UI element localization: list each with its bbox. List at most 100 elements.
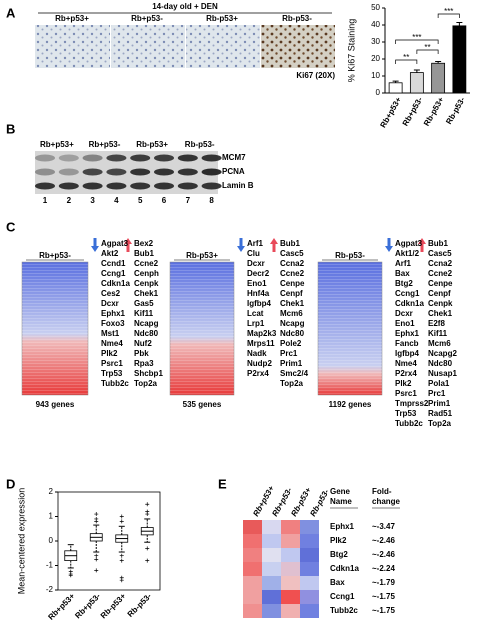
heatmap-cell xyxy=(300,548,319,562)
y-tick-label: 10 xyxy=(371,71,380,80)
up-gene: Gas5 xyxy=(134,299,154,308)
up-gene: Ncapg xyxy=(134,319,159,328)
y-tick-label: -1 xyxy=(46,561,54,570)
heatmap-title: Rb-p53- xyxy=(335,251,365,260)
flier xyxy=(119,519,124,524)
heatmap-cell xyxy=(262,562,281,576)
heatmap-cell xyxy=(243,604,262,618)
blot-band xyxy=(82,182,103,190)
heatmap-cell xyxy=(262,576,281,590)
up-gene: Mcm6 xyxy=(280,309,303,318)
down-gene: Lrp1 xyxy=(247,319,265,328)
heatmap-cell xyxy=(243,562,262,576)
panel-label: B xyxy=(6,121,15,136)
down-gene: Decr2 xyxy=(247,269,270,278)
lane-label: 8 xyxy=(209,196,214,205)
flier xyxy=(94,557,99,562)
up-gene: Cenpe xyxy=(280,279,305,288)
down-gene: Fancb xyxy=(395,339,419,348)
up-gene: Cenpk xyxy=(134,279,159,288)
blot-band xyxy=(35,168,55,176)
blot-band xyxy=(201,168,222,176)
up-gene: Cenpf xyxy=(428,289,451,298)
error-bar xyxy=(392,80,399,83)
heatmap-title: Rb+p53- xyxy=(39,251,71,260)
band-label: PCNA xyxy=(222,167,245,176)
flier xyxy=(94,553,99,558)
heatmap-texture xyxy=(318,262,382,395)
fold-change: ~-2.46 xyxy=(372,550,395,559)
down-gene: Lcat xyxy=(247,309,264,318)
y-tick-label: 20 xyxy=(371,54,380,63)
significance-label: *** xyxy=(412,33,421,42)
up-gene: Cenph xyxy=(134,269,159,278)
lane-label: 5 xyxy=(138,196,143,205)
up-gene: Rpa3 xyxy=(134,359,154,368)
down-gene: Igfbp4 xyxy=(395,349,420,358)
blot-band xyxy=(58,168,79,176)
down-gene: Bax xyxy=(395,269,410,278)
down-gene: Akt2 xyxy=(101,249,119,258)
up-gene: Kif11 xyxy=(428,329,448,338)
gene-count: 943 genes xyxy=(36,400,75,409)
heatmap-texture xyxy=(170,262,234,395)
column-header: change xyxy=(372,497,401,506)
down-gene: Agpat3 xyxy=(101,239,129,248)
band-label: Lamin B xyxy=(222,181,254,190)
y-tick-label: 2 xyxy=(49,487,54,496)
x-tick-label: Rb-p53- xyxy=(444,95,467,126)
up-gene: Chek1 xyxy=(280,299,305,308)
significance-bracket xyxy=(437,13,460,18)
down-gene: Btg2 xyxy=(395,279,413,288)
column-header: Fold- xyxy=(372,487,392,496)
up-gene: Ncapg2 xyxy=(428,349,457,358)
panel-label: A xyxy=(6,5,16,20)
up-gene: Mcm6 xyxy=(428,339,451,348)
up-gene: Cenpk xyxy=(428,299,453,308)
up-gene: Bub1 xyxy=(134,249,155,258)
lane-label: 6 xyxy=(162,196,167,205)
heatmap-texture xyxy=(22,262,88,395)
gene-count: 535 genes xyxy=(183,400,222,409)
lane-group-label: Rb+p53+ xyxy=(40,140,74,149)
flier xyxy=(119,553,124,558)
heatmap-cell xyxy=(243,576,262,590)
column-header: Name xyxy=(330,497,352,506)
heatmap-cell xyxy=(281,534,300,548)
up-gene: Prc1 xyxy=(280,349,298,358)
up-gene: Ccna2 xyxy=(428,259,453,268)
lane-group-label: Rb-p53- xyxy=(185,140,215,149)
fold-change: ~-2.46 xyxy=(372,536,395,545)
down-gene: Nme4 xyxy=(395,359,417,368)
heatmap-cell xyxy=(300,604,319,618)
blot-band xyxy=(82,154,103,162)
up-gene: Ccna2 xyxy=(280,259,305,268)
heatmap-cell xyxy=(300,534,319,548)
significance-label: *** xyxy=(444,7,453,16)
down-gene: Mst1 xyxy=(101,329,120,338)
y-axis-label: Mean-centered expression xyxy=(16,488,26,595)
blot-band xyxy=(35,182,55,190)
gene-name: Btg2 xyxy=(330,550,348,559)
up-gene: Rad51 xyxy=(428,409,453,418)
up-arrow xyxy=(270,238,278,252)
down-arrow xyxy=(385,238,393,252)
up-gene: Prim1 xyxy=(280,359,303,368)
down-gene: Hnf4a xyxy=(247,289,270,298)
lane-label: 1 xyxy=(43,196,48,205)
up-gene: Cenpe xyxy=(428,279,453,288)
heatmap-cell xyxy=(281,562,300,576)
lane-group-label: Rb+p53- xyxy=(89,140,121,149)
down-gene: Nme4 xyxy=(101,339,123,348)
blot-band xyxy=(201,154,222,162)
flier xyxy=(94,516,99,521)
down-gene: Cdkn1a xyxy=(101,279,130,288)
up-gene: Casc5 xyxy=(428,249,452,258)
heatmap-cell xyxy=(281,576,300,590)
x-tick-label: Rb+p53- xyxy=(401,95,425,127)
down-gene: Ccnd1 xyxy=(101,259,126,268)
fold-change: ~-3.47 xyxy=(372,522,395,531)
heatmap-cell xyxy=(281,604,300,618)
blot-band xyxy=(58,182,79,190)
down-gene: Dcxr xyxy=(101,299,119,308)
